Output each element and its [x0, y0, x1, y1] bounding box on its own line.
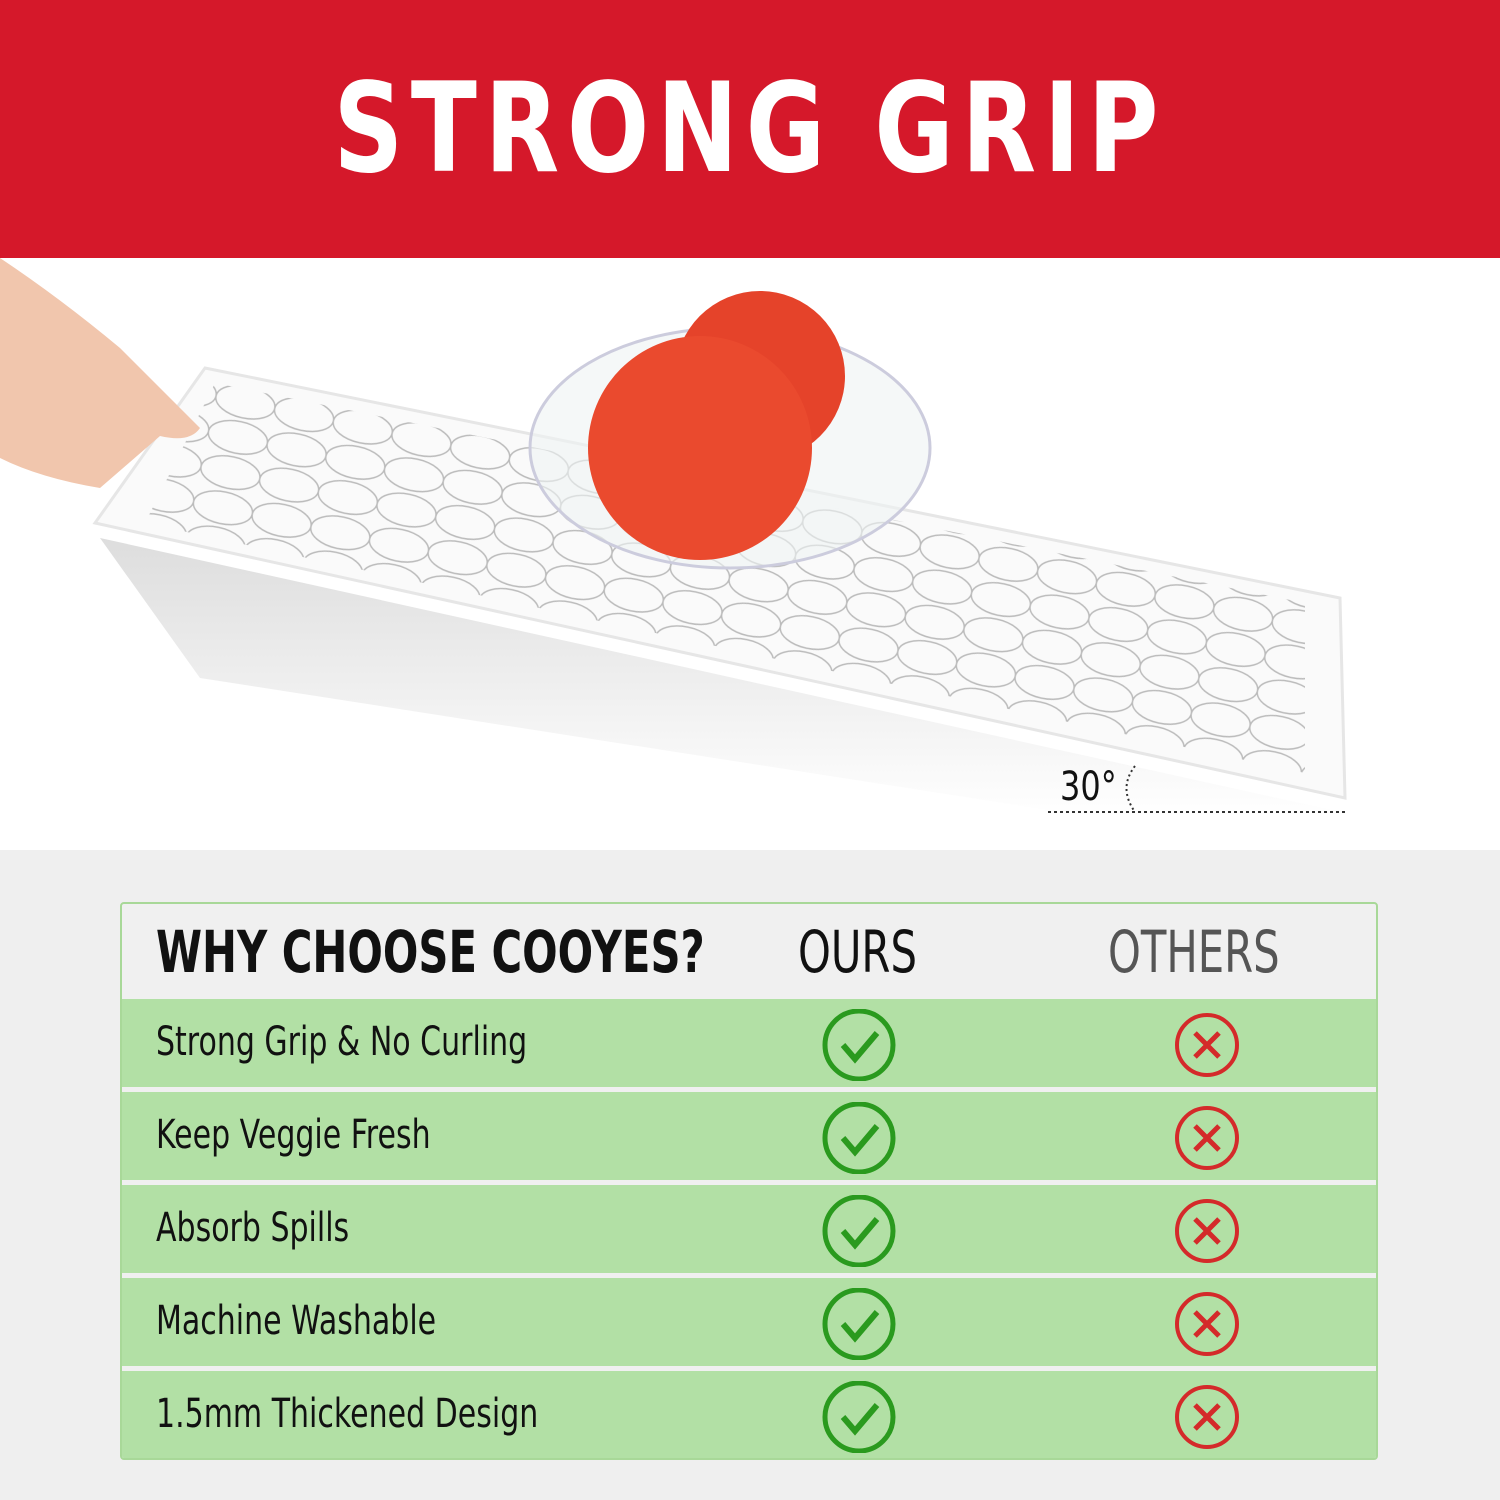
comparison-table: WHY CHOOSE COOYES? OURS OTHERS Strong Gr…	[120, 902, 1378, 1460]
feature-label: Absorb Spills	[156, 1205, 350, 1251]
mat-shadow	[100, 538, 1345, 818]
table-row: Keep Veggie Fresh	[122, 1092, 1376, 1180]
tomato	[588, 336, 812, 560]
check-icon	[822, 1009, 896, 1081]
check-icon	[822, 1288, 896, 1360]
angle-label: 30°	[1060, 764, 1117, 810]
banner-title: STRONG GRIP	[333, 57, 1167, 201]
check-icon	[822, 1102, 896, 1174]
x-icon	[1175, 1199, 1239, 1263]
header-ours: OURS	[798, 918, 917, 986]
mat-pattern	[145, 383, 1305, 773]
table-row: Strong Grip & No Curling	[122, 999, 1376, 1087]
check-icon	[822, 1195, 896, 1267]
x-icon	[1175, 1106, 1239, 1170]
x-icon	[1175, 1385, 1239, 1449]
table-header: WHY CHOOSE COOYES? OURS OTHERS	[122, 904, 1376, 999]
feature-label: 1.5mm Thickened Design	[156, 1391, 539, 1437]
angle-arc	[1125, 765, 1136, 813]
header-others: OTHERS	[1108, 918, 1280, 986]
table-row: Absorb Spills	[122, 1185, 1376, 1273]
hand	[0, 258, 200, 488]
banner: STRONG GRIP	[0, 0, 1500, 258]
feature-label: Machine Washable	[156, 1298, 437, 1344]
feature-label: Strong Grip & No Curling	[156, 1019, 528, 1065]
check-icon	[822, 1381, 896, 1453]
product-photo: 30°	[0, 258, 1500, 850]
table-row: 1.5mm Thickened Design	[122, 1371, 1376, 1458]
feature-label: Keep Veggie Fresh	[156, 1112, 431, 1158]
x-icon	[1175, 1013, 1239, 1077]
x-icon	[1175, 1292, 1239, 1356]
header-feature: WHY CHOOSE COOYES?	[156, 918, 705, 986]
table-row: Machine Washable	[122, 1278, 1376, 1366]
table-body: Strong Grip & No Curling Keep Veggie Fre…	[122, 999, 1376, 1458]
mat-illustration	[0, 258, 1347, 818]
